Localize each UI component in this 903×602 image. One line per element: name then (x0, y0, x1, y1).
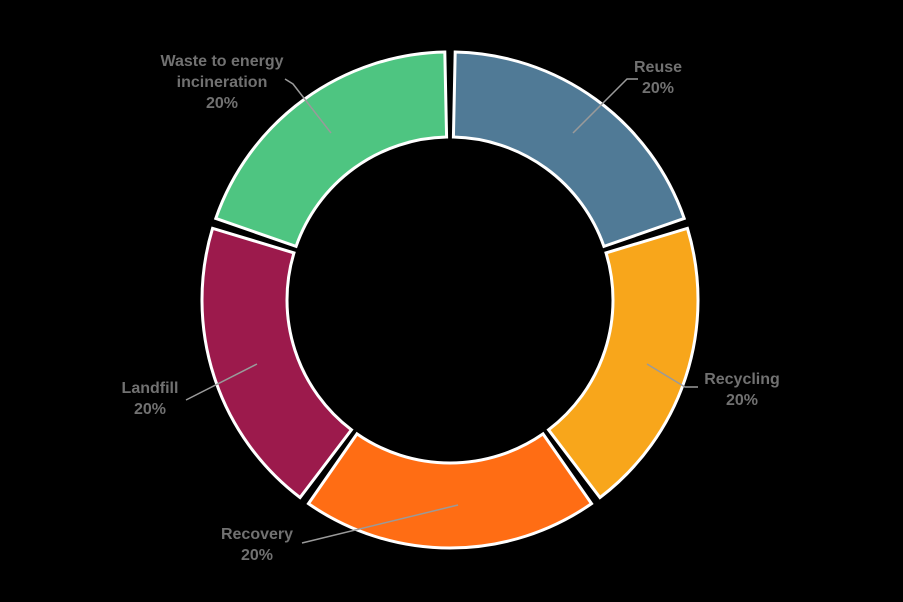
slice-label-value: 20% (725, 392, 759, 409)
slice-landfill (200, 226, 354, 500)
slice-label-value: 20% (240, 547, 274, 564)
slice-label-recycling: Recycling 20% (682, 369, 802, 411)
leader-line-recycling (646, 363, 698, 388)
slice-label-name: Waste to energy incineration (160, 53, 284, 91)
leader-lines (185, 78, 698, 544)
slice-recycling (546, 226, 700, 500)
slice-reuse (451, 50, 687, 249)
slice-label-value: 20% (205, 95, 239, 112)
slice-label-value: 20% (133, 401, 167, 418)
slice-label-reuse: Reuse 20% (603, 57, 713, 99)
slice-label-name: Landfill (121, 380, 179, 397)
leader-line-recovery (301, 504, 459, 544)
slice-label-waste-to-energy: Waste to energy incineration 20% (142, 51, 302, 114)
slice-label-name: Reuse (633, 59, 683, 76)
leader-line-landfill (185, 363, 258, 401)
slice-waste-to-energy-incineration (213, 50, 449, 249)
slice-label-name: Recycling (704, 371, 780, 388)
slice-label-recovery: Recovery 20% (197, 524, 317, 566)
donut-slices (200, 50, 700, 550)
slice-label-name: Recovery (220, 526, 294, 543)
leader-line-waste-to-energy (284, 78, 332, 134)
slice-recovery (306, 431, 594, 550)
slice-label-landfill: Landfill 20% (95, 378, 205, 420)
leader-line-reuse (572, 78, 638, 134)
slice-label-value: 20% (641, 80, 675, 97)
